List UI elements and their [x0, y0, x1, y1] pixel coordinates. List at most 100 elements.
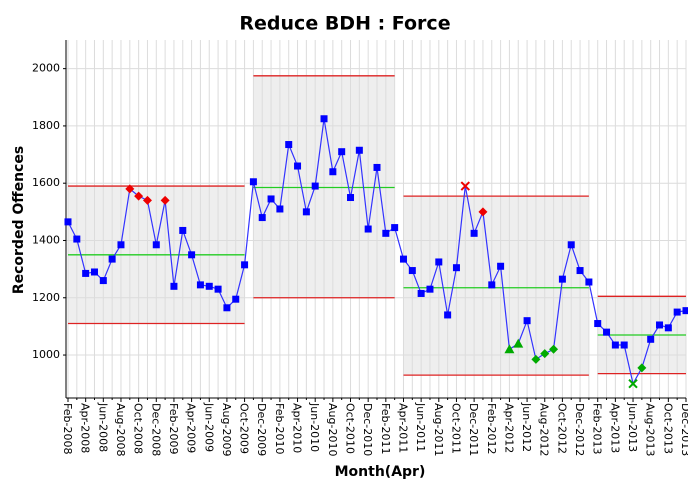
x-tick-label: Aug-2011 [432, 403, 445, 456]
x-tick-label: Aug-2009 [220, 403, 233, 456]
x-tick-label: Feb-2009 [167, 403, 180, 454]
data-point [418, 290, 425, 297]
data-point [294, 163, 301, 170]
y-tick-label: 1000 [32, 348, 60, 361]
data-point [577, 267, 584, 274]
x-tick-label: Apr-2013 [608, 403, 621, 453]
data-point [215, 286, 222, 293]
data-point [179, 227, 186, 234]
data-point [232, 296, 239, 303]
data-point [100, 277, 107, 284]
x-tick-label: Aug-2012 [538, 403, 551, 456]
data-point [382, 230, 389, 237]
x-tick-label: Jun-2010 [308, 402, 321, 452]
x-tick-label: Dec-2011 [467, 403, 480, 456]
y-axis-title: Recorded Offences [11, 146, 27, 294]
data-point [109, 256, 116, 263]
data-point [268, 195, 275, 202]
data-point [312, 183, 319, 190]
data-point [303, 208, 310, 215]
y-tick-label: 1600 [32, 176, 60, 189]
data-point [453, 264, 460, 271]
data-point [197, 281, 204, 288]
x-tick-label: Feb-2010 [273, 403, 286, 454]
data-point [603, 329, 610, 336]
data-point [250, 178, 257, 185]
data-point [82, 270, 89, 277]
data-point [471, 230, 478, 237]
data-point [683, 307, 688, 314]
data-point [497, 263, 504, 270]
data-point [170, 283, 177, 290]
x-tick-label: Aug-2010 [326, 403, 339, 456]
data-point [117, 241, 124, 248]
data-point [153, 241, 160, 248]
data-point [91, 268, 98, 275]
x-tick-label: Jun-2012 [520, 402, 533, 452]
x-tick-label: Apr-2008 [79, 403, 92, 453]
y-tick-label: 2000 [32, 62, 60, 75]
y-tick-label: 1200 [32, 291, 60, 304]
data-point [259, 214, 266, 221]
data-point [73, 236, 80, 243]
chart-title: Reduce BDH : Force [239, 13, 450, 35]
x-axis-title: Month(Apr) [335, 464, 426, 480]
data-point [524, 317, 531, 324]
data-point [391, 224, 398, 231]
data-point [321, 115, 328, 122]
data-point [559, 276, 566, 283]
x-tick-label: Oct-2012 [555, 403, 568, 454]
y-tick-label: 1800 [32, 119, 60, 132]
data-point [665, 324, 672, 331]
data-point [374, 164, 381, 171]
data-point [285, 141, 292, 148]
data-point [568, 241, 575, 248]
data-point [223, 304, 230, 311]
x-tick-label: Feb-2013 [591, 403, 604, 454]
x-tick-label: Dec-2009 [255, 403, 268, 456]
y-tick-label: 1400 [32, 233, 60, 246]
x-tick-label: Aug-2013 [644, 403, 657, 456]
x-tick-label: Jun-2011 [414, 402, 427, 452]
x-tick-label: Feb-2011 [379, 403, 392, 454]
data-point [612, 342, 619, 349]
data-point [356, 147, 363, 154]
data-point [585, 279, 592, 286]
data-point [409, 267, 416, 274]
x-tick-label: Dec-2012 [573, 403, 586, 456]
x-tick-label: Jun-2013 [626, 402, 639, 452]
data-point [674, 309, 681, 316]
data-point [656, 321, 663, 328]
x-tick-label: Jun-2009 [202, 402, 215, 452]
data-point [444, 311, 451, 318]
data-point [488, 281, 495, 288]
data-point [426, 286, 433, 293]
data-point [65, 218, 72, 225]
x-tick-label: Dec-2010 [361, 403, 374, 456]
data-point [329, 168, 336, 175]
data-point [276, 205, 283, 212]
data-point [188, 251, 195, 258]
x-tick-label: Oct-2009 [238, 403, 251, 454]
x-tick-label: Feb-2012 [485, 403, 498, 454]
data-point [206, 283, 213, 290]
x-tick-label: Apr-2010 [291, 403, 304, 453]
x-tick-label: Dec-2008 [149, 403, 162, 456]
data-point [647, 336, 654, 343]
data-point [365, 226, 372, 233]
data-point [241, 261, 248, 268]
x-tick-label: Apr-2009 [185, 403, 198, 453]
x-tick-label: Dec-2013 [679, 403, 688, 456]
data-point [621, 342, 628, 349]
data-point [594, 320, 601, 327]
x-tick-label: Oct-2008 [132, 403, 145, 454]
data-point [347, 194, 354, 201]
x-tick-label: Oct-2010 [344, 403, 357, 454]
data-point [338, 148, 345, 155]
x-tick-label: Apr-2011 [396, 403, 409, 453]
data-point [400, 256, 407, 263]
x-tick-label: Apr-2012 [502, 403, 515, 453]
x-tick-label: Feb-2008 [61, 403, 74, 454]
x-tick-label: Aug-2008 [114, 403, 127, 456]
